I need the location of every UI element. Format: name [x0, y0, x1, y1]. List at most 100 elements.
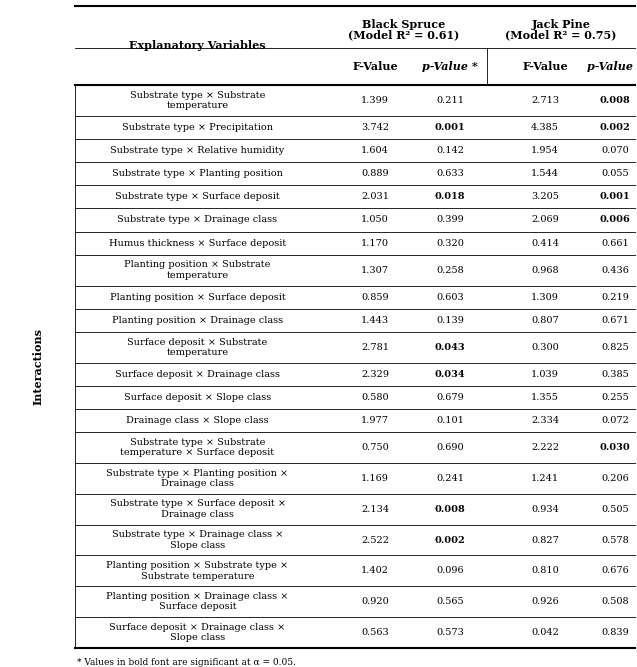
Text: 1.399: 1.399	[361, 96, 389, 105]
Text: 1.355: 1.355	[531, 393, 559, 402]
Text: 1.977: 1.977	[361, 416, 389, 425]
Text: 3.742: 3.742	[361, 123, 389, 132]
Text: F-Value: F-Value	[352, 61, 398, 72]
Text: 0.859: 0.859	[361, 293, 389, 301]
Text: Substrate type × Substrate
temperature: Substrate type × Substrate temperature	[130, 91, 265, 110]
Text: 0.750: 0.750	[361, 443, 389, 452]
Text: 0.139: 0.139	[436, 315, 464, 325]
Text: F-Value: F-Value	[522, 61, 568, 72]
Text: 0.563: 0.563	[361, 628, 389, 637]
Text: Planting position × Drainage class: Planting position × Drainage class	[112, 315, 283, 325]
Text: p-Value *: p-Value *	[587, 61, 637, 72]
Text: Explanatory Variables: Explanatory Variables	[129, 40, 266, 51]
Text: Substrate type × Drainage class ×
Slope class: Substrate type × Drainage class × Slope …	[112, 530, 283, 550]
Text: 1.039: 1.039	[531, 370, 559, 379]
Text: Surface deposit × Drainage class: Surface deposit × Drainage class	[115, 370, 280, 379]
Text: 0.436: 0.436	[601, 265, 629, 275]
Text: 0.565: 0.565	[436, 597, 464, 606]
Text: 2.031: 2.031	[361, 192, 389, 201]
Text: 0.206: 0.206	[601, 474, 629, 483]
Text: 0.926: 0.926	[531, 597, 559, 606]
Text: 1.170: 1.170	[361, 239, 389, 247]
Text: (Model R² = 0.75): (Model R² = 0.75)	[505, 29, 617, 41]
Text: 0.055: 0.055	[601, 169, 629, 178]
Text: Planting position × Substrate
temperature: Planting position × Substrate temperatur…	[124, 260, 271, 279]
Text: 2.522: 2.522	[361, 536, 389, 544]
Text: Humus thickness × Surface deposit: Humus thickness × Surface deposit	[109, 239, 286, 247]
Text: 0.255: 0.255	[601, 393, 629, 402]
Text: 0.002: 0.002	[599, 123, 631, 132]
Text: 0.968: 0.968	[531, 265, 559, 275]
Text: 1.954: 1.954	[531, 146, 559, 155]
Text: p-Value *: p-Value *	[422, 61, 478, 72]
Text: 1.443: 1.443	[361, 315, 389, 325]
Text: 0.219: 0.219	[601, 293, 629, 301]
Text: 3.205: 3.205	[531, 192, 559, 201]
Text: 0.070: 0.070	[601, 146, 629, 155]
Text: Substrate type × Substrate
temperature × Surface deposit: Substrate type × Substrate temperature ×…	[120, 438, 275, 457]
Text: Substrate type × Planting position: Substrate type × Planting position	[112, 169, 283, 178]
Text: 1.169: 1.169	[361, 474, 389, 483]
Text: Planting position × Drainage class ×
Surface deposit: Planting position × Drainage class × Sur…	[106, 592, 289, 612]
Text: 0.399: 0.399	[436, 215, 464, 225]
Text: 2.334: 2.334	[531, 416, 559, 425]
Text: 0.142: 0.142	[436, 146, 464, 155]
Text: Planting position × Surface deposit: Planting position × Surface deposit	[110, 293, 285, 301]
Text: 0.825: 0.825	[601, 343, 629, 352]
Text: 2.222: 2.222	[531, 443, 559, 452]
Text: 1.604: 1.604	[361, 146, 389, 155]
Text: 0.690: 0.690	[436, 443, 464, 452]
Text: 0.001: 0.001	[434, 123, 465, 132]
Text: 0.042: 0.042	[531, 628, 559, 637]
Text: (Model R² = 0.61): (Model R² = 0.61)	[348, 29, 459, 41]
Text: 0.676: 0.676	[601, 566, 629, 576]
Text: 1.544: 1.544	[531, 169, 559, 178]
Text: 2.134: 2.134	[361, 505, 389, 514]
Text: Substrate type × Drainage class: Substrate type × Drainage class	[117, 215, 278, 225]
Text: 0.043: 0.043	[434, 343, 465, 352]
Text: 0.001: 0.001	[599, 192, 631, 201]
Text: 0.096: 0.096	[436, 566, 464, 576]
Text: Surface deposit × Substrate
temperature: Surface deposit × Substrate temperature	[127, 338, 268, 357]
Text: Black Spruce: Black Spruce	[362, 19, 445, 31]
Text: 0.008: 0.008	[599, 96, 631, 105]
Text: 2.329: 2.329	[361, 370, 389, 379]
Text: Substrate type × Relative humidity: Substrate type × Relative humidity	[110, 146, 285, 155]
Text: 0.008: 0.008	[434, 505, 466, 514]
Text: 0.839: 0.839	[601, 628, 629, 637]
Text: 0.671: 0.671	[601, 315, 629, 325]
Text: 0.018: 0.018	[434, 192, 465, 201]
Text: 0.661: 0.661	[601, 239, 629, 247]
Text: 1.307: 1.307	[361, 265, 389, 275]
Text: Substrate type × Surface deposit ×
Drainage class: Substrate type × Surface deposit × Drain…	[110, 500, 285, 519]
Text: 0.508: 0.508	[601, 597, 629, 606]
Text: 0.810: 0.810	[531, 566, 559, 576]
Text: Substrate type × Planting position ×
Drainage class: Substrate type × Planting position × Dra…	[106, 469, 289, 488]
Text: 0.934: 0.934	[531, 505, 559, 514]
Text: Substrate type × Precipitation: Substrate type × Precipitation	[122, 123, 273, 132]
Text: 4.385: 4.385	[531, 123, 559, 132]
Text: Surface deposit × Drainage class ×
Slope class: Surface deposit × Drainage class × Slope…	[110, 623, 285, 642]
Text: 0.920: 0.920	[361, 597, 389, 606]
Text: Jack Pine: Jack Pine	[531, 19, 590, 31]
Text: 0.385: 0.385	[601, 370, 629, 379]
Text: 0.573: 0.573	[436, 628, 464, 637]
Text: 0.679: 0.679	[436, 393, 464, 402]
Text: Drainage class × Slope class: Drainage class × Slope class	[126, 416, 269, 425]
Text: 0.580: 0.580	[361, 393, 389, 402]
Text: 0.072: 0.072	[601, 416, 629, 425]
Text: 1.050: 1.050	[361, 215, 389, 225]
Text: 1.309: 1.309	[531, 293, 559, 301]
Text: 0.300: 0.300	[531, 343, 559, 352]
Text: * Values in bold font are significant at α = 0.05.: * Values in bold font are significant at…	[77, 658, 296, 667]
Text: 0.006: 0.006	[599, 215, 631, 225]
Text: 0.633: 0.633	[436, 169, 464, 178]
Text: 0.034: 0.034	[434, 370, 465, 379]
Text: 0.505: 0.505	[601, 505, 629, 514]
Text: 0.002: 0.002	[434, 536, 466, 544]
Text: 1.241: 1.241	[531, 474, 559, 483]
Text: 2.069: 2.069	[531, 215, 559, 225]
Text: 0.807: 0.807	[531, 315, 559, 325]
Text: 0.320: 0.320	[436, 239, 464, 247]
Text: 0.578: 0.578	[601, 536, 629, 544]
